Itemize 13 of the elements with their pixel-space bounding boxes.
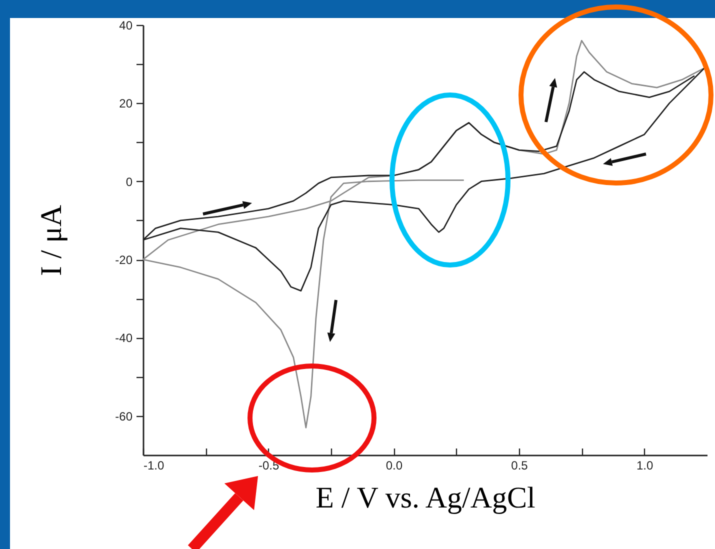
y-tick-label: -60	[115, 409, 133, 424]
y-tick-label: 20	[119, 96, 133, 111]
x-tick-label: 0.5	[511, 458, 528, 472]
x-tick-label: 1.0	[636, 458, 654, 472]
y-tick-label: -20	[115, 253, 133, 268]
y-tick-label: 0	[126, 174, 133, 189]
y-axis-title: I / μA	[35, 204, 68, 276]
x-tick-label: 0.0	[386, 458, 403, 472]
x-tick-label: -0.5	[258, 458, 280, 472]
x-tick-label: -1.0	[144, 458, 165, 472]
y-tick-label: -40	[115, 331, 133, 346]
x-axis-title: E / V vs. Ag/AgCl	[316, 482, 536, 514]
y-tick-label: 40	[119, 18, 133, 32]
